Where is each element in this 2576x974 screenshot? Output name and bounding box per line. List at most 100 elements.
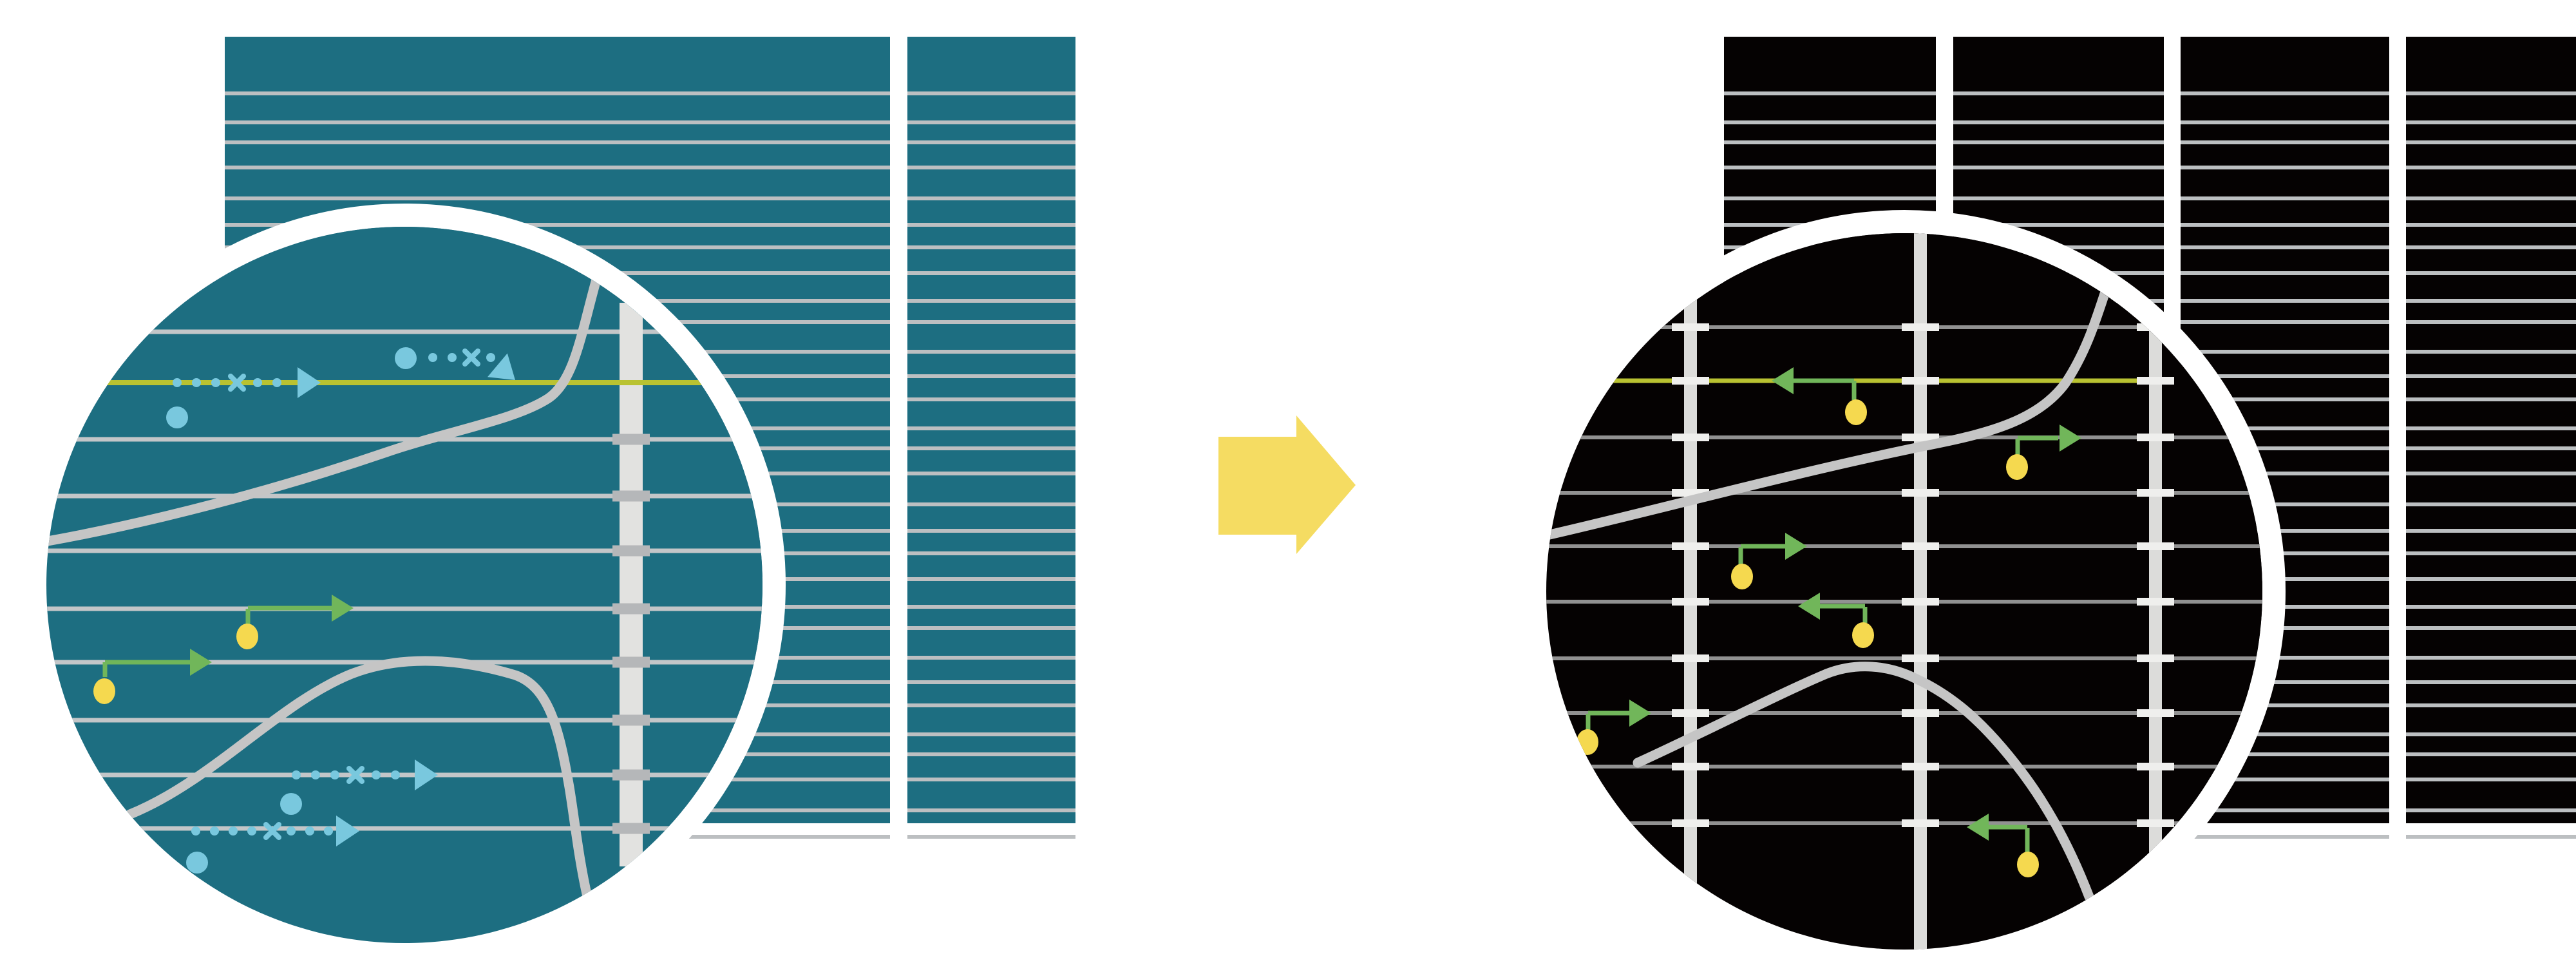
solder-pad [1902, 323, 1939, 331]
path-dot [292, 770, 301, 779]
arrowhead-icon [1772, 367, 1794, 394]
finger-line [1953, 140, 2164, 144]
left-magnifier [23, 204, 786, 966]
solder-pad [2137, 654, 2174, 662]
finger-line [2181, 245, 2389, 249]
finger-line [1953, 223, 2164, 227]
solder-pad [1902, 489, 1939, 497]
finger-line [2181, 778, 2389, 781]
busbar [2149, 233, 2162, 950]
finger-line [2181, 656, 2389, 660]
right-magnifier [1523, 210, 2286, 973]
finger-line [2181, 732, 2389, 736]
finger-line [2181, 397, 2389, 401]
solder-pad [612, 545, 650, 557]
finger-line [907, 299, 1075, 303]
finger-line [225, 120, 890, 124]
finger-line [907, 778, 1075, 781]
scatter-x-icon [263, 822, 281, 840]
zoomed-finger-line [46, 606, 762, 611]
solder-pad [1902, 819, 1939, 827]
finger-line [2406, 166, 2576, 169]
finger-line [907, 605, 1075, 609]
finger-line [1953, 166, 2164, 169]
arrowhead-icon [1629, 700, 1651, 727]
carrier-dot [2006, 454, 2028, 480]
electron-scatter-path [166, 367, 321, 428]
finger-line [2406, 140, 2576, 144]
finger-line [2181, 446, 2389, 450]
finger-line [907, 626, 1075, 630]
carrier-hop-path [1731, 533, 1807, 589]
solder-pad [1672, 377, 1709, 385]
zoomed-finger-line [46, 329, 762, 334]
solder-pad [1672, 434, 1709, 441]
finger-line [2181, 350, 2389, 354]
solder-pad [2137, 489, 2174, 497]
finger-line [2406, 529, 2576, 533]
finger-line [2181, 502, 2389, 506]
finger-line [907, 551, 1075, 555]
solder-pad [1902, 598, 1939, 606]
carrier-hop-path [1967, 814, 2039, 877]
zoomed-finger-line [46, 718, 762, 723]
scatter-x-icon [228, 374, 246, 392]
solder-pad [612, 714, 650, 726]
arrowhead-icon [336, 816, 359, 846]
carrier-hop-path [93, 649, 212, 704]
grain-boundary-curve [46, 274, 601, 546]
finger-line [907, 166, 1075, 169]
path-dot [191, 826, 200, 836]
finger-line [2406, 245, 2576, 249]
finger-line [1724, 166, 1936, 169]
finger-line [2181, 529, 2389, 533]
magnifier-ring [23, 204, 786, 966]
finger-line [225, 166, 890, 169]
carrier-dot [1852, 622, 1874, 648]
finger-line [2181, 120, 2389, 124]
carrier-dot [2017, 852, 2039, 877]
finger-line [225, 140, 890, 144]
magnifier-glass [46, 227, 762, 943]
finger-line [2406, 271, 2576, 275]
finger-line [2181, 808, 2389, 812]
magnifier-content [1546, 233, 2262, 950]
zoomed-finger-line [46, 493, 762, 499]
path-dot [229, 826, 238, 836]
highlighted-finger-line [46, 380, 702, 385]
finger-line [2406, 350, 2576, 354]
finger-line [2181, 271, 2389, 275]
solder-pad [2137, 709, 2174, 717]
finger-line [2406, 752, 2576, 756]
solder-pad [1672, 598, 1709, 606]
finger-line [2181, 140, 2389, 144]
solder-pad [612, 823, 650, 834]
finger-line [907, 529, 1075, 533]
solder-pad [2137, 819, 2174, 827]
finger-line [907, 577, 1075, 581]
finger-line [2406, 835, 2576, 839]
carrier-hop-path [236, 595, 354, 649]
electron-dot [395, 347, 417, 369]
solder-pad [612, 769, 650, 781]
solder-pad [2137, 598, 2174, 606]
finger-line [907, 808, 1075, 812]
finger-line [2406, 703, 2576, 707]
finger-line [2406, 551, 2576, 555]
electron-scatter-path [280, 759, 438, 815]
solder-pad [1902, 542, 1939, 550]
zoomed-finger-line [46, 437, 762, 442]
arrowhead-icon [1785, 533, 1807, 560]
finger-line [2181, 703, 2389, 707]
path-dot [173, 378, 182, 387]
carrier-dot [1731, 564, 1753, 589]
scatter-x-icon [346, 766, 365, 784]
grain-boundary-curve [125, 656, 592, 902]
finger-line [2181, 299, 2389, 303]
finger-line [2406, 577, 2576, 581]
solder-pad [2137, 542, 2174, 550]
finger-line [2406, 446, 2576, 450]
zoomed-finger-line [46, 548, 762, 553]
zoomed-finger-line [46, 772, 762, 778]
electron-dot [186, 852, 208, 874]
